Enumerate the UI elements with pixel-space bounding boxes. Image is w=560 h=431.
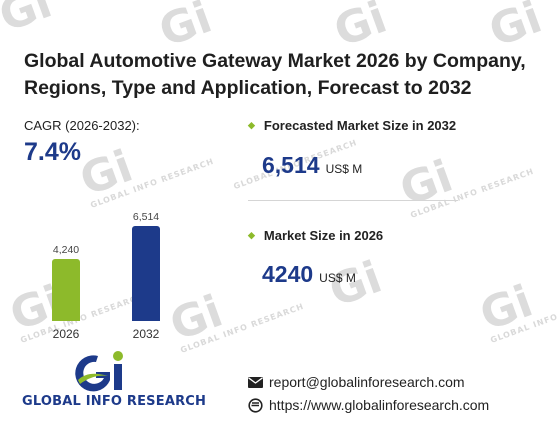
bullet-icon: ◆ [248,120,255,130]
bar-value-label: 6,514 [132,211,160,223]
market-heading: ◆ Market Size in 2026 [248,228,383,243]
forecast-heading: ◆ Forecasted Market Size in 2032 [248,118,456,133]
website-contact[interactable]: https://www.globalinforesearch.com [247,397,489,413]
website-text[interactable]: https://www.globalinforesearch.com [269,397,490,413]
category-label: 2026 [52,327,80,341]
bar-2032 [132,226,160,321]
market-value-row: 4240 US$ M [262,261,356,288]
forecast-label: Forecasted Market Size in 2032 [263,118,457,133]
divider [248,200,458,201]
forecast-value: 6,514 [262,152,320,178]
watermark: Gi [482,0,549,58]
page-title: Global Automotive Gateway Market 2026 by… [24,50,526,99]
gi-logo-icon [75,351,123,392]
market-value: 4240 [262,261,314,287]
forecast-unit: US$ M [325,162,363,176]
company-logo: GLOBAL INFO RESEARCH [18,350,206,415]
email-contact[interactable]: report@globalinforesearch.com [247,374,465,390]
logo-text: GLOBAL INFO RESEARCH [22,394,207,409]
forecast-value-row: 6,514 US$ M [262,152,362,179]
bar-2026 [52,259,80,321]
watermark: Gi [327,0,394,58]
cagr-label: CAGR (2026-2032): [24,118,140,133]
bullet-icon: ◆ [248,230,255,240]
watermark: Gi [152,0,219,58]
category-label: 2032 [132,327,160,341]
market-size-bar-chart: 4,240 2026 6,514 2032 [40,208,180,343]
cagr-value: 7.4% [24,138,81,166]
watermark: Gi [0,0,59,43]
bar-value-label: 4,240 [52,244,80,256]
market-label: Market Size in 2026 [263,228,384,243]
market-unit: US$ M [319,271,356,285]
web-icon [247,397,263,413]
envelope-icon [247,375,263,389]
email-text[interactable]: report@globalinforesearch.com [269,374,465,390]
